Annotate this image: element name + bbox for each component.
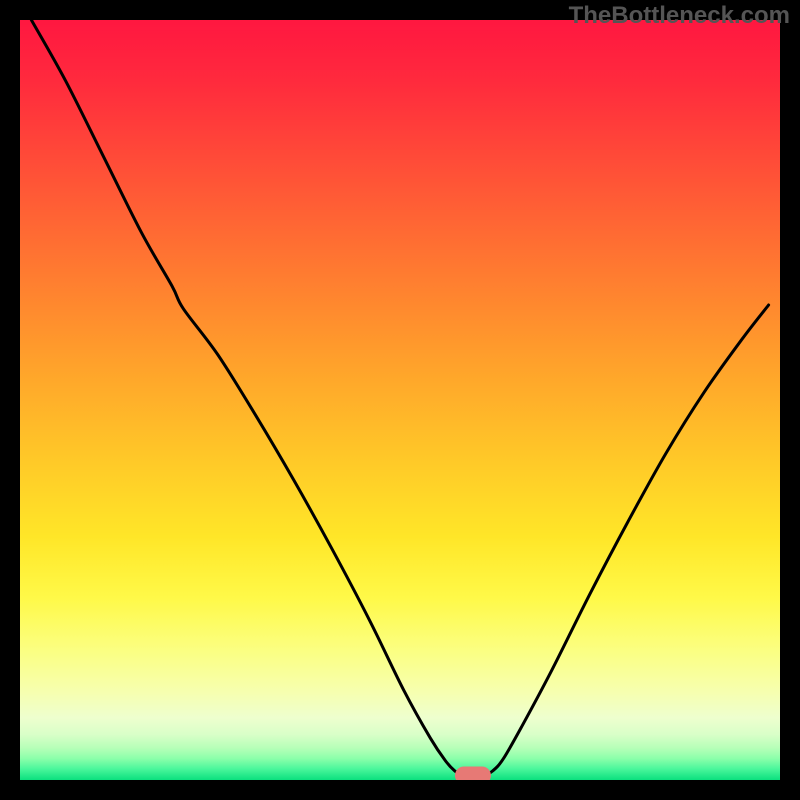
watermark-text: TheBottleneck.com <box>569 2 790 30</box>
stage: TheBottleneck.com <box>0 0 800 800</box>
bottleneck-chart <box>20 20 780 780</box>
optimal-marker <box>455 766 491 780</box>
gradient-background <box>20 20 780 780</box>
